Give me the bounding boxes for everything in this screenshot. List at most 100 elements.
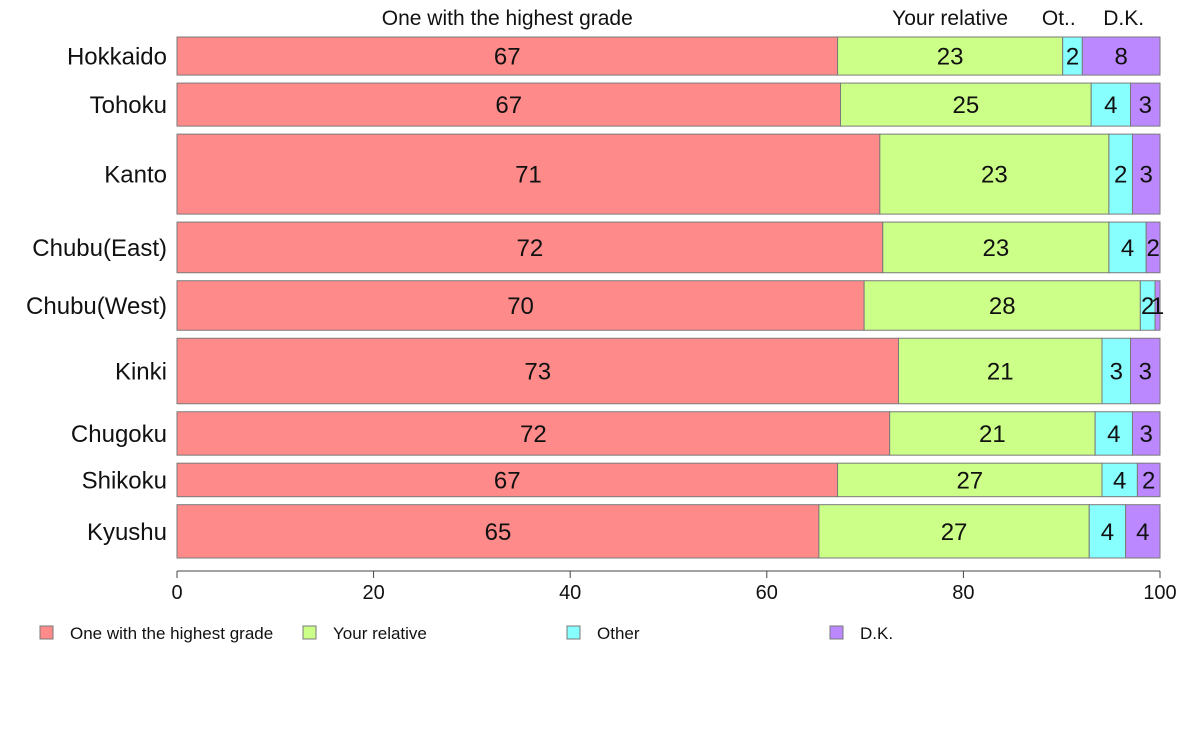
bar-segment-chugoku-your-relative xyxy=(889,411,1096,456)
data-label-hokkaido-your-relative: 23 xyxy=(937,44,964,71)
category-label-chubu-east: Chubu(East) xyxy=(32,235,167,262)
legend-label-one-with-the-highest-grade: One with the highest grade xyxy=(70,624,273,643)
data-label-chubu-west-one-with-the-highest-grade: 70 xyxy=(507,293,534,320)
bar-segment-kanto-your-relative xyxy=(879,133,1110,215)
legend-item-d-k: D.K. xyxy=(829,624,893,643)
legend-item-your-relative: Your relative xyxy=(302,624,427,643)
data-label-kanto-d-k: 3 xyxy=(1140,162,1153,189)
bar-segment-chubu-west-d-k xyxy=(1154,280,1161,331)
legend-label-other: Other xyxy=(597,624,640,643)
data-label-chubu-west-d-k: 1 xyxy=(1151,293,1164,320)
bar-segment-chugoku-one-with-the-highest-grade xyxy=(176,411,891,456)
bar-chubu-east: 72 23 4 2 xyxy=(176,221,1161,274)
x-tick-label-100: 100 xyxy=(1143,582,1176,604)
data-label-kinki-one-with-the-highest-grade: 73 xyxy=(524,359,551,386)
x-tick-label-80: 80 xyxy=(952,582,974,604)
data-label-kinki-your-relative: 21 xyxy=(987,359,1014,386)
data-label-shikoku-d-k: 2 xyxy=(1142,467,1155,494)
bar-segment-kinki-other xyxy=(1101,337,1132,405)
category-label-kinki: Kinki xyxy=(115,359,167,386)
bar-chugoku: 72 21 4 3 xyxy=(176,411,1161,456)
data-label-chubu-east-d-k: 2 xyxy=(1146,235,1159,262)
data-label-kyushu-d-k: 4 xyxy=(1136,519,1149,546)
data-label-chubu-east-other: 4 xyxy=(1121,235,1134,262)
bar-segment-kanto-d-k xyxy=(1131,133,1161,215)
data-label-kinki-d-k: 3 xyxy=(1139,359,1152,386)
data-label-kyushu-your-relative: 27 xyxy=(941,519,968,546)
data-label-shikoku-other: 4 xyxy=(1113,467,1126,494)
bar-segment-tohoku-other xyxy=(1090,82,1132,127)
data-label-tohoku-other: 4 xyxy=(1104,92,1117,119)
category-label-tohoku: Tohoku xyxy=(90,92,167,119)
bar-kinki: 73 21 3 3 xyxy=(176,337,1161,405)
data-label-hokkaido-one-with-the-highest-grade: 67 xyxy=(494,44,521,71)
bar-segment-kyushu-other xyxy=(1088,504,1127,559)
x-tick-label-60: 60 xyxy=(756,582,778,604)
category-label-hokkaido: Hokkaido xyxy=(67,44,167,71)
bar-segment-chubu-east-d-k xyxy=(1145,221,1161,274)
top-segment-headers: One with the highest grade Your relative O… xyxy=(382,7,1144,30)
legend-item-other: Other xyxy=(566,624,640,643)
data-label-kinki-other: 3 xyxy=(1110,359,1123,386)
bar-segment-hokkaido-one-with-the-highest-grade xyxy=(176,36,839,76)
bar-segment-chubu-west-your-relative xyxy=(863,280,1141,331)
bar-segment-shikoku-d-k xyxy=(1136,462,1161,498)
bar-segment-tohoku-d-k xyxy=(1130,82,1161,127)
data-label-shikoku-one-with-the-highest-grade: 67 xyxy=(494,467,521,494)
category-label-chubu-west: Chubu(West) xyxy=(26,293,167,320)
bar-segment-tohoku-your-relative xyxy=(840,82,1092,127)
bar-segment-shikoku-your-relative xyxy=(837,462,1103,498)
bar-segment-hokkaido-d-k xyxy=(1081,36,1161,76)
data-label-kyushu-other: 4 xyxy=(1101,519,1114,546)
data-label-chubu-west-your-relative: 28 xyxy=(989,293,1016,320)
data-label-hokkaido-d-k: 8 xyxy=(1114,44,1127,71)
data-label-kanto-other: 2 xyxy=(1114,162,1127,189)
x-tick-label-0: 0 xyxy=(171,582,182,604)
x-tick-label-20: 20 xyxy=(362,582,384,604)
bar-shikoku: 67 27 4 2 xyxy=(176,462,1161,498)
bar-segment-shikoku-other xyxy=(1101,462,1138,498)
bar-segment-chubu-east-your-relative xyxy=(882,221,1110,274)
bar-segment-hokkaido-your-relative xyxy=(837,36,1064,76)
data-label-kyushu-one-with-the-highest-grade: 65 xyxy=(485,519,512,546)
bar-segment-chugoku-other xyxy=(1094,411,1133,456)
x-axis: 0 20 40 60 80 100 xyxy=(171,570,1177,604)
data-label-tohoku-one-with-the-highest-grade: 67 xyxy=(495,92,522,119)
data-label-chugoku-your-relative: 21 xyxy=(979,421,1006,448)
data-label-kanto-one-with-the-highest-grade: 71 xyxy=(515,162,542,189)
data-label-chubu-east-your-relative: 23 xyxy=(982,235,1009,262)
bar-segment-chubu-west-one-with-the-highest-grade xyxy=(176,280,865,331)
data-label-shikoku-your-relative: 27 xyxy=(956,467,983,494)
bar-segment-kyushu-one-with-the-highest-grade xyxy=(176,504,820,559)
bar-segment-chubu-east-one-with-the-highest-grade xyxy=(176,221,884,274)
top-header-ot: Ot.. xyxy=(1042,7,1076,30)
data-label-chugoku-one-with-the-highest-grade: 72 xyxy=(520,421,547,448)
bar-kyushu: 65 27 4 4 xyxy=(176,504,1161,559)
bar-segment-chubu-east-other xyxy=(1108,221,1147,274)
bar-segment-kinki-your-relative xyxy=(898,337,1103,405)
legend-swatch-your-relative xyxy=(302,625,317,640)
data-label-chubu-west-other: 2 xyxy=(1141,293,1154,320)
data-label-chugoku-other: 4 xyxy=(1107,421,1120,448)
bar-segment-kyushu-d-k xyxy=(1125,504,1161,559)
bar-hokkaido: 67 23 2 8 xyxy=(176,36,1161,76)
category-label-chugoku: Chugoku xyxy=(71,421,167,448)
data-label-chugoku-d-k: 3 xyxy=(1140,421,1153,448)
legend-swatch-one-with-the-highest-grade xyxy=(39,625,54,640)
bar-segment-chugoku-d-k xyxy=(1131,411,1161,456)
top-header-d-k: D.K. xyxy=(1103,7,1144,30)
bar-tohoku: 67 25 4 3 xyxy=(176,82,1161,127)
legend-swatch-d-k xyxy=(829,625,844,640)
category-label-shikoku: Shikoku xyxy=(82,467,167,494)
legend-label-your-relative: Your relative xyxy=(333,624,427,643)
x-tick-label-40: 40 xyxy=(559,582,581,604)
bar-segment-kyushu-your-relative xyxy=(818,504,1090,559)
data-label-chubu-east-one-with-the-highest-grade: 72 xyxy=(517,235,544,262)
bar-chubu-west: 70 28 21 xyxy=(176,280,1164,331)
bar-segment-kanto-one-with-the-highest-grade xyxy=(176,133,881,215)
bar-segment-tohoku-one-with-the-highest-grade xyxy=(176,82,842,127)
top-header-your-relative: Your relative xyxy=(892,7,1008,30)
legend-swatch-other xyxy=(566,625,581,640)
